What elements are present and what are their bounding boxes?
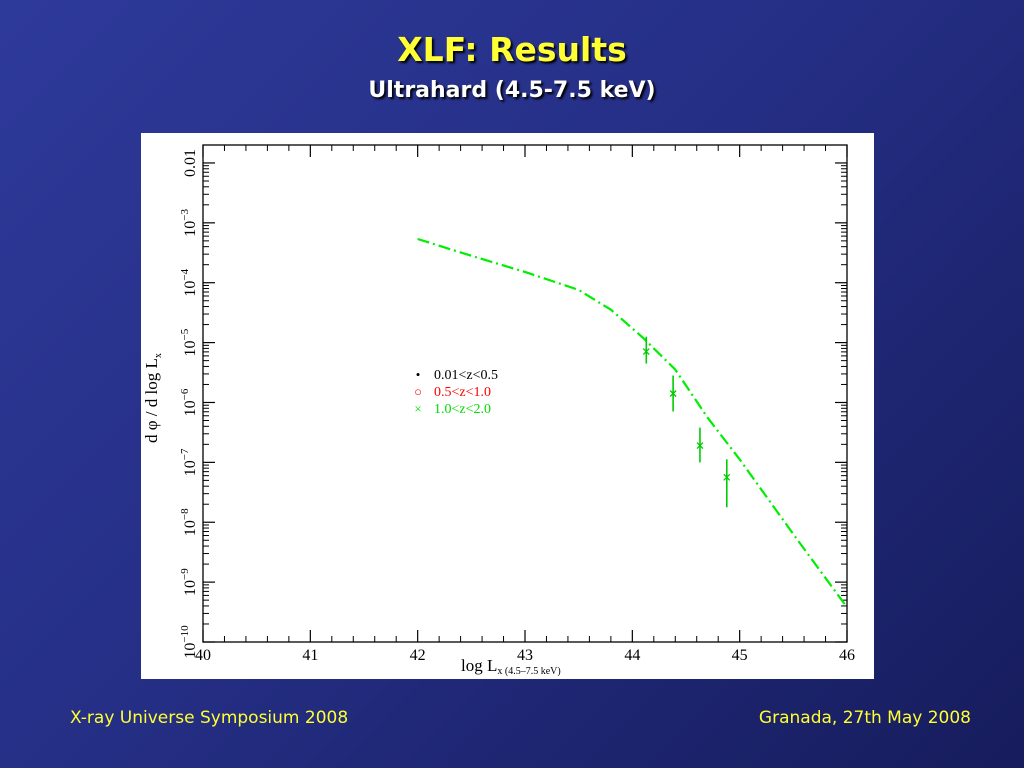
y-tick-base: 10 [182,221,199,237]
y-tick-exponent: −5 [179,328,191,340]
y-axis-label: d φ / d log Lx [142,353,164,443]
y-tick-label: 10−10 [179,625,199,659]
x-tick-label: 41 [302,647,318,664]
x-tick-label: 45 [732,647,748,664]
y-tick-base: 10 [182,460,199,476]
y-tick-label: 10−5 [179,328,199,356]
y-tick-label: 0.01 [182,149,199,177]
y-tick-exponent: −6 [179,388,191,400]
xlf-chart: 40 41 42 43 44 45 46 10−1010−910−810−710−610−5… [142,144,855,677]
model-curve-layer [417,237,848,608]
y-tick-base: 10 [182,520,199,536]
y-tick-base: 10 [182,580,199,596]
slide-title: XLF: Results [397,30,627,69]
legend-marker: ○ [414,384,422,399]
y-tick-exponent: −7 [179,448,191,460]
legend-label: 0.01<z<0.5 [434,368,498,383]
y-tick-base: 0.01 [182,149,199,177]
plot-frame [202,144,848,643]
model-curve [417,237,848,608]
data-point [696,442,704,450]
footer-left: X-ray Universe Symposium 2008 [70,708,349,728]
y-tick-base: 10 [182,643,199,659]
x-axis-label-main: log L [461,656,497,675]
x-tick-label: 40 [195,647,211,664]
y-tick-label: 10−8 [179,508,199,536]
x-tick-label: 43 [517,647,533,664]
y-tick-exponent: −3 [179,208,191,220]
y-tick-base: 10 [182,340,199,356]
y-tick-exponent: −4 [179,268,191,280]
y-axis-label-sub: x [153,353,164,358]
legend-label: 1.0<z<2.0 [434,402,491,417]
y-tick-exponent: −10 [179,625,191,643]
x-tick-label: 42 [410,647,426,664]
data-point [642,348,650,356]
y-tick-label: 10−6 [179,388,199,416]
y-tick-base: 10 [182,281,199,297]
slide-subtitle: Ultrahard (4.5-7.5 keV) [368,78,656,103]
y-tick-label: 10−4 [179,268,199,296]
legend-marker: × [414,401,421,416]
x-axis-ticks: 40 41 42 43 44 45 46 [195,145,855,664]
footer-right: Granada, 27th May 2008 [758,708,971,728]
data-point [723,473,731,481]
plot-panel: 40 41 42 43 44 45 46 10−10 10−9 10−8 10−7 10−6 10−5… [141,133,874,679]
y-tick-label: 10−7 [179,448,199,476]
y-tick-label: 10−9 [179,568,199,596]
x-tick-label: 44 [624,647,640,664]
x-axis-label-sub: x (4.5–7.5 keV) [497,666,560,677]
y-tick-exponent: −8 [179,508,191,520]
y-tick-label: 10−3 [179,208,199,236]
y-axis-label-main: d φ / d log L [142,358,161,443]
data-point [669,390,677,397]
x-tick-label: 46 [839,647,855,664]
y-tick-exponent: −9 [179,568,191,580]
x-axis-label: log Lx (4.5–7.5 keV) [461,656,561,677]
y-tick-base: 10 [182,400,199,416]
legend-label: 0.5<z<1.0 [434,385,491,400]
data-points-layer [642,336,731,508]
legend: • 0.01<z<0.5 ○ 0.5<z<1.0 × 1.0<z<2.0 [414,367,498,417]
legend-marker: • [416,367,421,382]
